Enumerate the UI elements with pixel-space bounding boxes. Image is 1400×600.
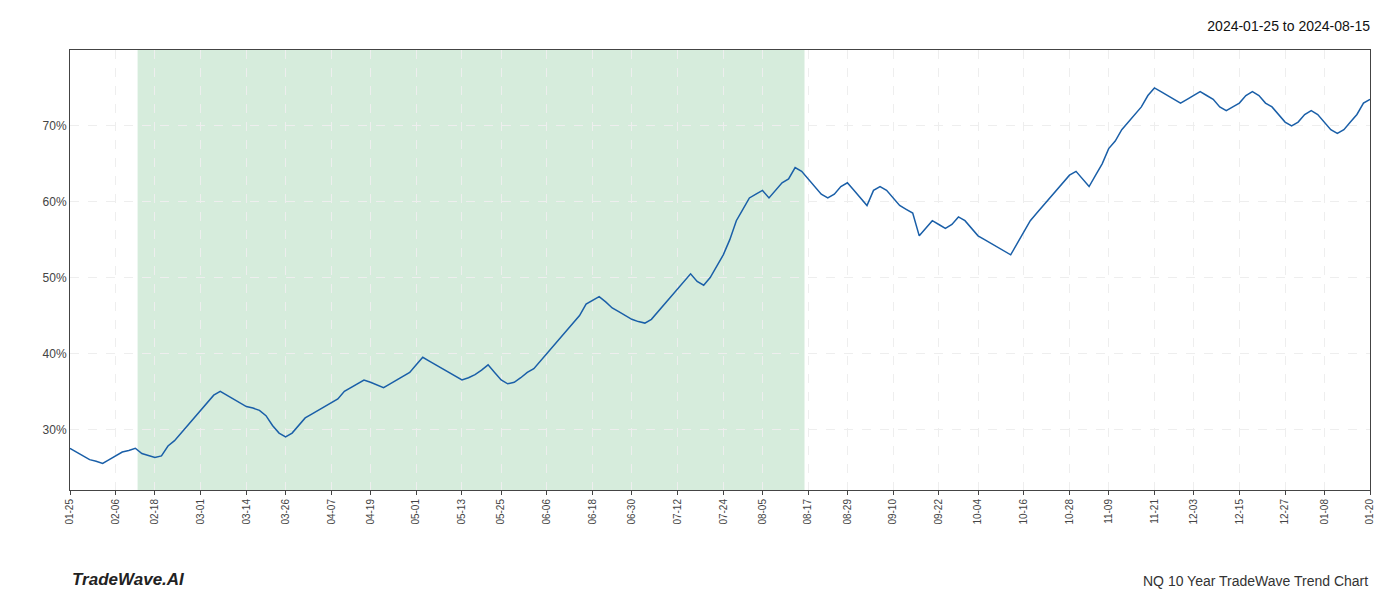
svg-text:60%: 60% <box>43 195 67 209</box>
svg-text:06-18: 06-18 <box>587 499 598 525</box>
svg-text:08-17: 08-17 <box>802 499 813 525</box>
svg-text:2024-01-25 to 2024-08-15: 2024-01-25 to 2024-08-15 <box>1207 18 1370 34</box>
svg-text:12-15: 12-15 <box>1234 499 1245 525</box>
svg-text:04-07: 04-07 <box>326 499 337 525</box>
svg-text:08-29: 08-29 <box>842 499 853 525</box>
svg-text:01-25: 01-25 <box>64 499 75 525</box>
svg-text:01-20: 01-20 <box>1364 499 1375 525</box>
svg-text:11-21: 11-21 <box>1149 499 1160 524</box>
svg-text:06-06: 06-06 <box>541 499 552 525</box>
svg-text:12-03: 12-03 <box>1188 499 1199 525</box>
svg-text:01-08: 01-08 <box>1319 499 1330 525</box>
svg-text:05-13: 05-13 <box>456 499 467 525</box>
svg-text:04-19: 04-19 <box>365 499 376 525</box>
svg-text:07-12: 07-12 <box>672 499 683 525</box>
svg-text:30%: 30% <box>43 423 67 437</box>
svg-text:NQ 10 Year TradeWave Trend Cha: NQ 10 Year TradeWave Trend Chart <box>1143 573 1368 589</box>
svg-text:05-01: 05-01 <box>410 499 421 525</box>
svg-text:50%: 50% <box>43 271 67 285</box>
svg-text:70%: 70% <box>43 119 67 133</box>
svg-text:10-28: 10-28 <box>1064 499 1075 525</box>
svg-text:12-27: 12-27 <box>1279 499 1290 525</box>
svg-text:02-06: 02-06 <box>110 499 121 525</box>
svg-text:02-18: 02-18 <box>149 499 160 525</box>
svg-text:03-01: 03-01 <box>195 499 206 525</box>
svg-text:TradeWave.AI: TradeWave.AI <box>72 570 185 589</box>
svg-text:03-14: 03-14 <box>241 499 252 525</box>
svg-text:05-25: 05-25 <box>495 499 506 525</box>
svg-text:10-16: 10-16 <box>1018 499 1029 525</box>
svg-text:07-24: 07-24 <box>718 499 729 525</box>
svg-text:10-04: 10-04 <box>972 499 983 525</box>
svg-text:06-30: 06-30 <box>626 499 637 525</box>
svg-text:09-22: 09-22 <box>933 499 944 525</box>
svg-text:03-26: 03-26 <box>280 499 291 525</box>
svg-text:40%: 40% <box>43 347 67 361</box>
svg-text:11-09: 11-09 <box>1103 499 1114 524</box>
svg-text:09-10: 09-10 <box>887 499 898 525</box>
svg-text:08-05: 08-05 <box>757 499 768 525</box>
